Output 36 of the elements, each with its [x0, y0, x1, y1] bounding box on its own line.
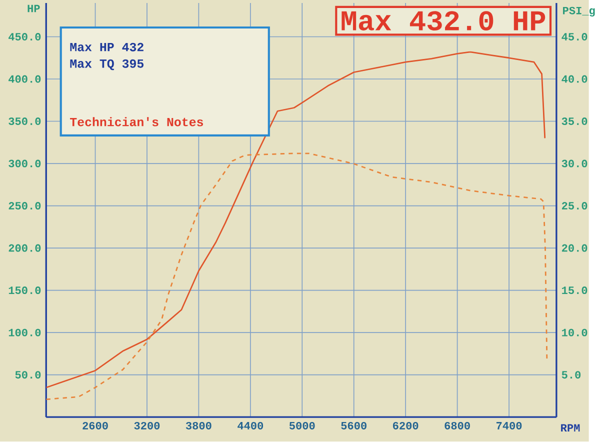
annotation: Max HP 432 — [70, 43, 144, 52]
y2-tick-label: 45.0 — [562, 33, 588, 41]
x-tick-label: 4400 — [238, 422, 264, 430]
y-tick-label: 100.0 — [8, 329, 41, 336]
y2-tick-label: 30.0 — [562, 160, 588, 168]
x-axis-title: RPM — [561, 424, 580, 432]
y-tick-label: 250.0 — [8, 202, 41, 210]
y2-tick-label: 15.0 — [562, 286, 588, 294]
y-tick-label: 450.0 — [8, 33, 41, 41]
y2-tick-label: 5.0 — [562, 371, 581, 379]
x-tick-label: 5600 — [341, 422, 366, 430]
y2-tick-label: 40.0 — [562, 75, 588, 83]
y2-tick-label: 25.0 — [562, 202, 588, 210]
y2-tick-label: 10.0 — [562, 329, 588, 336]
y-tick-label: 200.0 — [8, 244, 41, 252]
x-tick-label: 7400 — [496, 422, 522, 430]
x-tick-label: 6800 — [444, 422, 470, 430]
y-tick-label: 300.0 — [8, 160, 41, 168]
line-series — [46, 152, 548, 400]
y-tick-label: 50.0 — [15, 371, 41, 379]
x-tick-label: 5000 — [289, 422, 315, 430]
y-tick-label: 350.0 — [8, 118, 41, 126]
y2-tick-label: 20.0 — [562, 244, 588, 252]
y-tick-label: 400.0 — [8, 75, 41, 83]
y-axis-title: HP — [28, 5, 40, 12]
x-tick-label: 2600 — [82, 422, 108, 430]
chart-title: Max 432.0 HP — [342, 11, 546, 31]
y2-axis-title: PSI_g — [563, 7, 595, 17]
line-series — [46, 51, 546, 388]
x-tick-label: 3200 — [134, 422, 160, 430]
x-tick-label: 3800 — [186, 422, 212, 430]
y2-tick-label: 35.0 — [562, 118, 588, 126]
annotation: Technician's Notes — [70, 117, 203, 126]
annotation: Max TQ 395 — [70, 60, 144, 70]
y-tick-label: 150.0 — [8, 286, 41, 294]
x-tick-label: 6200 — [393, 422, 418, 430]
